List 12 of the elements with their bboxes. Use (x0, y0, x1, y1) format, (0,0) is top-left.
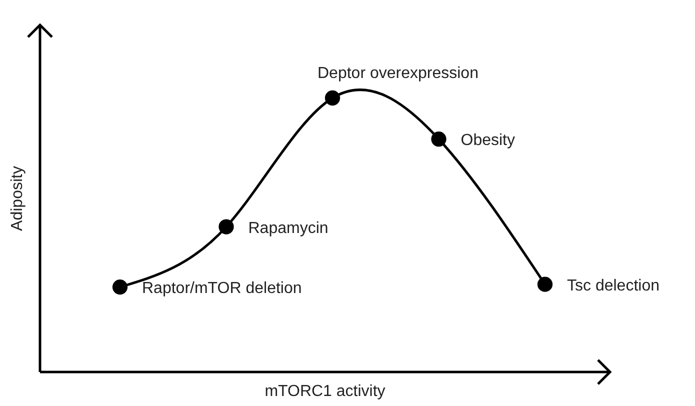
annotation: Rapamycin (248, 220, 328, 237)
point (324, 90, 340, 106)
point (431, 132, 446, 147)
point (537, 276, 553, 292)
x-axis-title: mTORC1 activity (264, 383, 386, 400)
annotation: Tsc delection (567, 277, 660, 294)
y-axis-title: Adiposity (9, 166, 26, 231)
point (218, 219, 234, 234)
annotation: Raptor/mTOR deletion (142, 280, 302, 298)
text: Deptor overexpression (318, 65, 478, 82)
annotation: Obesity (460, 132, 515, 150)
point (112, 280, 128, 295)
